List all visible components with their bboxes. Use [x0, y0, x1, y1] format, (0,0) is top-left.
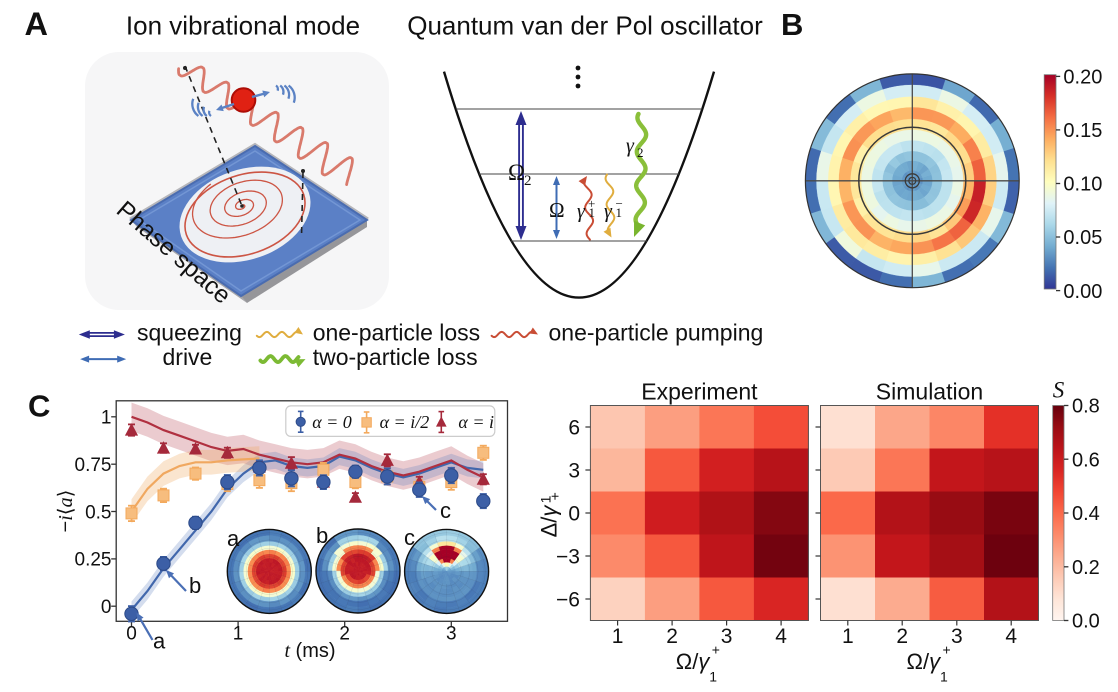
svg-text:c: c [440, 498, 451, 523]
svg-text:−3: −3 [556, 546, 580, 569]
svg-text:A: A [25, 6, 48, 42]
svg-text:Ω: Ω [549, 198, 565, 222]
svg-text:+: + [588, 196, 595, 211]
svg-text:squeezing: squeezing [137, 320, 242, 346]
svg-text:2: 2 [524, 173, 532, 189]
svg-text:0: 0 [568, 503, 580, 526]
svg-text:+: + [712, 642, 720, 658]
svg-text:α = i/2: α = i/2 [380, 412, 430, 432]
svg-text:4: 4 [775, 625, 787, 648]
svg-text:α = 0: α = 0 [312, 412, 352, 432]
svg-text:γ: γ [604, 201, 613, 223]
svg-text:1: 1 [612, 625, 624, 648]
svg-text:Ω/γ: Ω/γ [907, 649, 943, 674]
svg-text:−i⟨a⟩: −i⟨a⟩ [55, 490, 77, 533]
svg-text:3: 3 [446, 624, 457, 645]
svg-text:Ion vibrational mode: Ion vibrational mode [126, 11, 360, 41]
svg-text:0.5: 0.5 [85, 502, 111, 523]
svg-text:γ: γ [626, 135, 635, 157]
svg-text:0.8: 0.8 [1072, 396, 1100, 418]
svg-text:+: + [547, 492, 563, 500]
svg-text:Experiment: Experiment [641, 379, 758, 405]
svg-text:1: 1 [101, 408, 112, 429]
svg-text:γ: γ [577, 201, 586, 223]
svg-text:2: 2 [666, 625, 678, 648]
svg-text:b: b [316, 523, 328, 548]
svg-text:t (ms): t (ms) [284, 640, 335, 662]
svg-text:B: B [781, 7, 803, 42]
svg-text:0.6: 0.6 [1072, 449, 1100, 471]
svg-text:3: 3 [721, 625, 733, 648]
svg-text:0.0: 0.0 [1072, 611, 1100, 633]
svg-text:1: 1 [616, 205, 623, 220]
svg-text:6: 6 [568, 417, 580, 440]
svg-text:1: 1 [842, 625, 854, 648]
svg-text:1: 1 [233, 624, 244, 645]
svg-text:0.05: 0.05 [1063, 227, 1102, 249]
svg-text:0.10: 0.10 [1063, 174, 1102, 196]
svg-text:0.20: 0.20 [1063, 67, 1102, 89]
svg-text:2: 2 [339, 624, 350, 645]
svg-text:c: c [404, 525, 415, 550]
svg-text:one-particle loss: one-particle loss [313, 320, 480, 346]
svg-text:two-particle loss: two-particle loss [313, 344, 478, 370]
svg-text:Ω/γ: Ω/γ [676, 649, 712, 674]
svg-text:4: 4 [1005, 625, 1017, 648]
svg-text:2: 2 [637, 145, 644, 160]
svg-text:α = i: α = i [458, 412, 494, 432]
svg-text:2: 2 [896, 625, 908, 648]
svg-text:0.00: 0.00 [1063, 281, 1102, 303]
svg-text:0: 0 [101, 597, 112, 618]
svg-text:3: 3 [951, 625, 963, 648]
svg-text:0: 0 [126, 624, 137, 645]
svg-text:0.4: 0.4 [1072, 503, 1100, 525]
svg-text:S: S [1053, 378, 1065, 403]
svg-text:a: a [227, 526, 240, 551]
svg-text:C: C [28, 388, 50, 423]
svg-text:0.15: 0.15 [1063, 120, 1102, 142]
svg-text:1: 1 [538, 495, 554, 503]
svg-text:drive: drive [163, 344, 213, 370]
svg-text:3: 3 [568, 460, 580, 483]
svg-text:−6: −6 [556, 589, 580, 612]
svg-text:b: b [189, 573, 201, 598]
svg-text:0.2: 0.2 [1072, 557, 1100, 579]
svg-text:Δ/γ: Δ/γ [537, 504, 562, 538]
svg-text:1: 1 [589, 205, 596, 220]
svg-text:Ω: Ω [508, 160, 525, 185]
svg-text:1: 1 [709, 669, 717, 685]
svg-text:0.25: 0.25 [75, 550, 112, 571]
svg-text:0.75: 0.75 [75, 455, 112, 476]
svg-text:Simulation: Simulation [876, 379, 983, 405]
svg-text:one-particle pumping: one-particle pumping [549, 320, 764, 346]
svg-text:a: a [153, 629, 166, 654]
svg-text:Quantum van der Pol oscillator: Quantum van der Pol oscillator [407, 11, 763, 41]
svg-text:1: 1 [940, 669, 948, 685]
svg-text:−: − [616, 196, 623, 211]
svg-text:+: + [943, 642, 951, 658]
